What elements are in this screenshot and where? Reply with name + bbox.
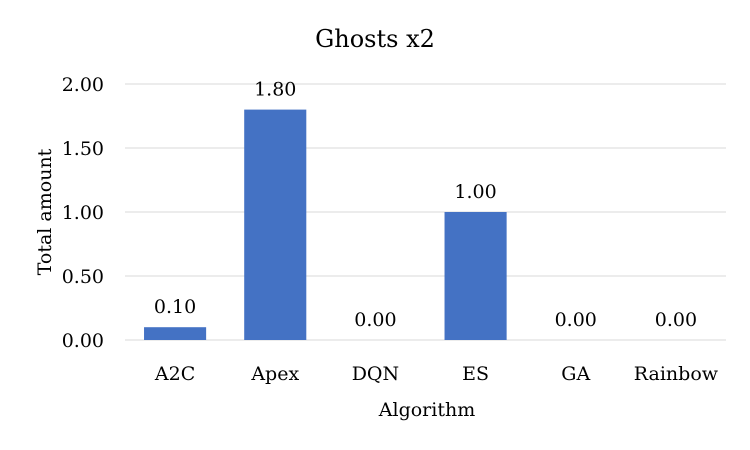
y-tick-label: 1.50 [62,138,104,160]
x-tick-label: A2C [154,363,195,385]
x-tick-label: DQN [352,363,399,385]
x-tick-label: GA [561,363,590,385]
data-label-apex: 1.80 [254,79,296,101]
x-tick-label: Rainbow [634,363,719,385]
y-tick-label: 0.00 [62,330,104,352]
data-label-ga: 0.00 [555,309,597,331]
data-label-es: 1.00 [454,181,496,203]
data-label-dqn: 0.00 [354,309,396,331]
data-label-a2c: 0.10 [154,296,196,318]
data-label-rainbow: 0.00 [655,309,697,331]
x-tick-label: ES [462,363,489,385]
x-axis-title: Algorithm [378,399,475,421]
gridlines [125,83,726,341]
y-axis-ticks: 0.00 0.50 1.00 1.50 2.00 [62,74,104,352]
x-tick-label: Apex [250,363,299,385]
y-tick-label: 0.50 [62,266,104,288]
bar-es [444,212,507,340]
chart-title: Ghosts x2 [315,25,435,53]
y-tick-label: 1.00 [62,202,104,224]
bar-apex [244,109,307,340]
data-labels: 0.10 1.80 0.00 1.00 0.00 0.00 [154,79,697,331]
y-axis-title: Total amount [34,148,56,275]
bar-a2c [144,327,207,340]
x-axis-ticks: A2C Apex DQN ES GA Rainbow [154,363,719,385]
y-tick-label: 2.00 [62,74,104,96]
bars [144,109,507,340]
